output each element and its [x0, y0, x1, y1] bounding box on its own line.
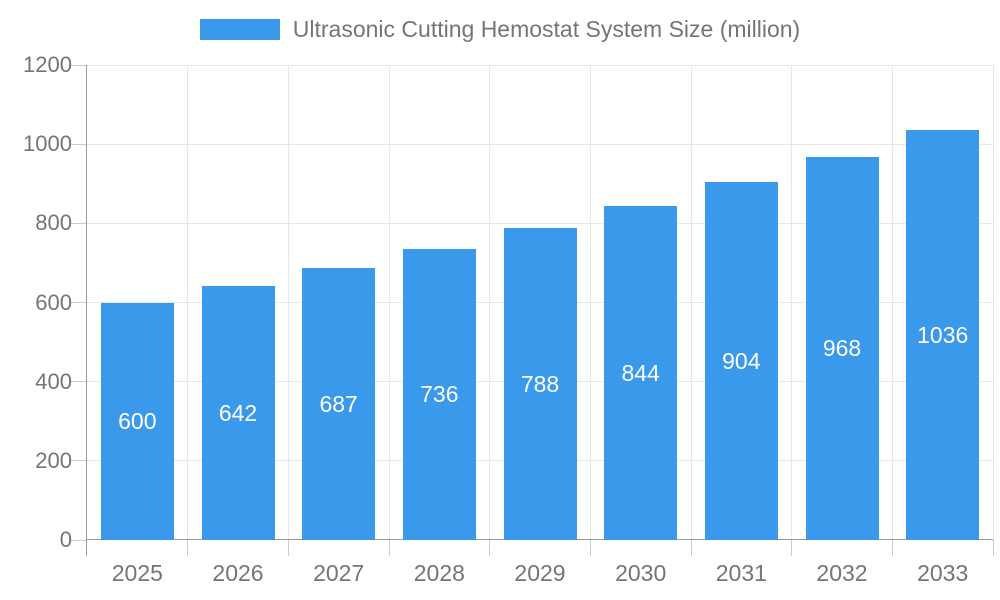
legend-label: Ultrasonic Cutting Hemostat System Size … [292, 16, 801, 42]
x-gridline [589, 65, 591, 540]
x-gridline [690, 65, 692, 540]
y-tick-label: 0 [59, 527, 72, 552]
x-tick [589, 540, 591, 556]
bar-value-label: 968 [822, 335, 862, 362]
bar [402, 248, 476, 540]
y-tick [71, 539, 87, 541]
x-tick-label: 2026 [212, 560, 264, 586]
y-tick [71, 302, 87, 303]
x-tick-label: 2033 [917, 560, 969, 586]
x-tick [388, 540, 390, 556]
x-gridline [187, 65, 189, 540]
y-tick [71, 460, 87, 462]
x-tick-label: 2025 [111, 560, 163, 586]
bar [302, 268, 376, 540]
y-tick-label: 1000 [23, 131, 72, 157]
y-gridline [87, 143, 993, 145]
y-tick-label: 400 [35, 368, 72, 394]
x-gridline [489, 65, 491, 540]
x-gridline [992, 65, 994, 540]
x-tick [690, 540, 692, 556]
bar [805, 156, 879, 540]
y-tick-label: 1200 [23, 52, 72, 77]
bar-value-label: 642 [218, 399, 258, 426]
x-gridline [791, 65, 793, 540]
x-tick [992, 540, 994, 556]
bar [100, 302, 174, 540]
bar-value-label: 600 [118, 408, 157, 435]
bar-value-label: 788 [520, 371, 560, 398]
x-gridline [287, 65, 289, 540]
bar [201, 285, 275, 540]
x-tick-label: 2030 [615, 560, 667, 586]
y-tick [71, 222, 87, 224]
x-tick-label: 2031 [715, 560, 767, 586]
legend-item[interactable]: Ultrasonic Cutting Hemostat System Size … [199, 16, 801, 43]
y-tick-label: 800 [35, 210, 72, 236]
x-tick-label: 2027 [313, 560, 365, 586]
bar-value-label: 736 [420, 381, 459, 408]
y-axis-line [86, 65, 87, 556]
y-tick-label: 600 [35, 289, 72, 315]
x-tick-label: 2032 [816, 560, 868, 586]
bar-value-label: 687 [319, 391, 358, 418]
x-tick [287, 540, 289, 556]
bar [906, 129, 980, 540]
x-tick [489, 540, 491, 556]
x-tick-label: 2029 [514, 560, 566, 586]
y-tick-label: 200 [35, 447, 72, 473]
y-tick [71, 64, 87, 66]
x-tick [187, 540, 189, 556]
y-tick [71, 143, 87, 145]
x-tick [791, 540, 793, 556]
x-tick-label: 2028 [413, 560, 465, 586]
y-tick [71, 381, 87, 383]
x-tick [891, 540, 893, 556]
bar-value-label: 904 [722, 348, 761, 375]
y-gridline [87, 64, 993, 66]
x-gridline [891, 65, 893, 540]
x-gridline [388, 65, 390, 540]
chart-legend: Ultrasonic Cutting Hemostat System Size … [0, 16, 1000, 43]
bar [704, 182, 778, 540]
bar [503, 228, 577, 540]
y-gridline [87, 222, 993, 224]
bar-value-label: 844 [621, 359, 660, 386]
bar [604, 205, 678, 540]
legend-swatch-icon [199, 19, 280, 40]
bar-value-label: 1036 [917, 321, 969, 348]
